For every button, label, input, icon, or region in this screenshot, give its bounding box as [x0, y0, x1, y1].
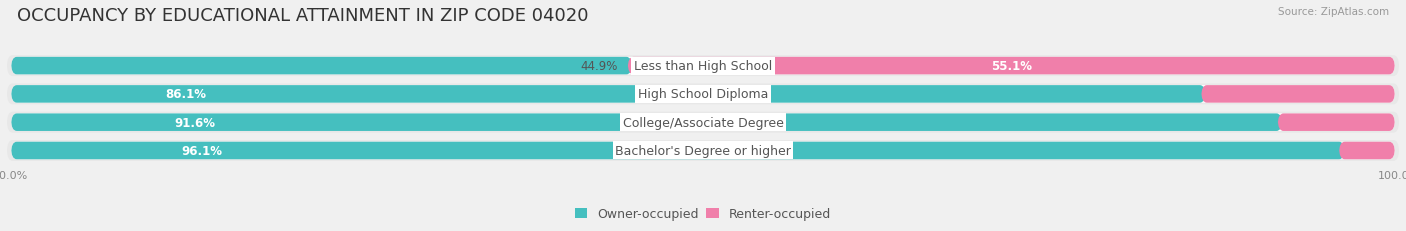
Text: High School Diploma: High School Diploma [638, 88, 768, 101]
Text: 55.1%: 55.1% [991, 60, 1032, 73]
Text: 86.1%: 86.1% [165, 88, 205, 101]
FancyBboxPatch shape [628, 58, 1395, 75]
FancyBboxPatch shape [11, 142, 1395, 160]
Text: OCCUPANCY BY EDUCATIONAL ATTAINMENT IN ZIP CODE 04020: OCCUPANCY BY EDUCATIONAL ATTAINMENT IN Z… [17, 7, 588, 25]
Text: 44.9%: 44.9% [581, 60, 619, 73]
Text: Less than High School: Less than High School [634, 60, 772, 73]
Text: 96.1%: 96.1% [181, 144, 222, 157]
FancyBboxPatch shape [7, 56, 1399, 77]
FancyBboxPatch shape [1201, 86, 1395, 103]
Text: Source: ZipAtlas.com: Source: ZipAtlas.com [1278, 7, 1389, 17]
FancyBboxPatch shape [7, 140, 1399, 161]
FancyBboxPatch shape [11, 86, 1205, 103]
FancyBboxPatch shape [11, 86, 1395, 103]
FancyBboxPatch shape [7, 84, 1399, 105]
Text: 91.6%: 91.6% [174, 116, 215, 129]
FancyBboxPatch shape [1339, 142, 1395, 160]
FancyBboxPatch shape [7, 112, 1399, 133]
FancyBboxPatch shape [1278, 114, 1395, 131]
FancyBboxPatch shape [11, 142, 1344, 160]
Text: College/Associate Degree: College/Associate Degree [623, 116, 783, 129]
FancyBboxPatch shape [11, 114, 1395, 131]
Text: Bachelor's Degree or higher: Bachelor's Degree or higher [614, 144, 792, 157]
FancyBboxPatch shape [11, 114, 1282, 131]
Legend: Owner-occupied, Renter-occupied: Owner-occupied, Renter-occupied [575, 207, 831, 220]
FancyBboxPatch shape [11, 58, 633, 75]
FancyBboxPatch shape [11, 58, 1395, 75]
